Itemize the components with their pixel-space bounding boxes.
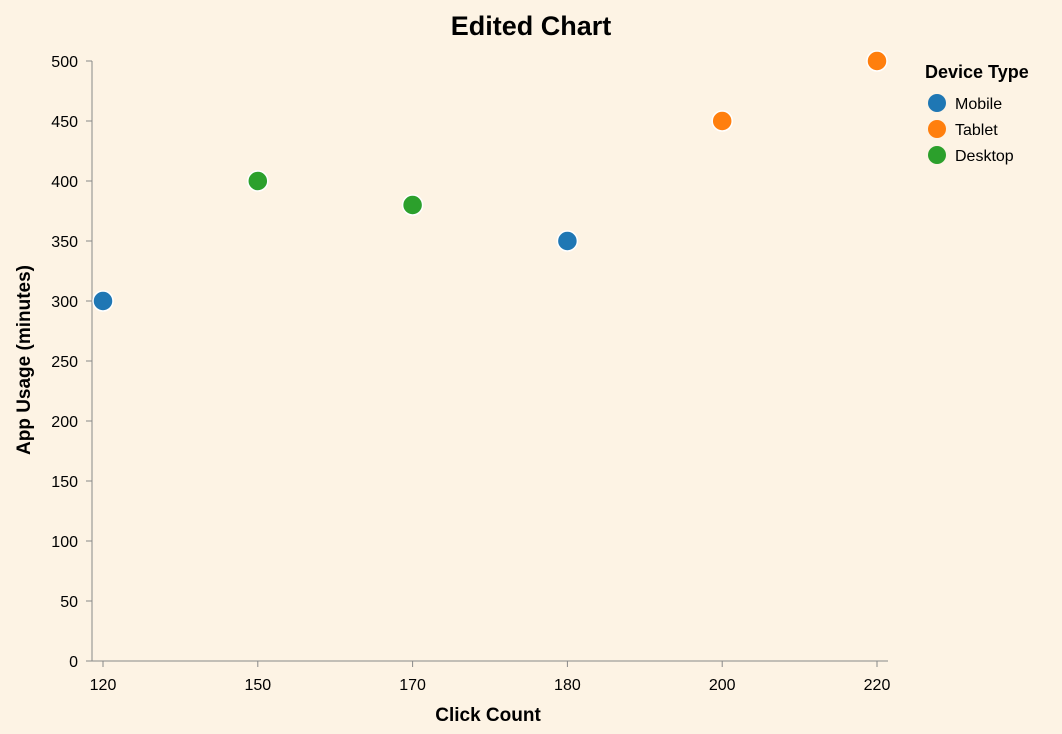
legend-label-mobile: Mobile <box>955 96 1002 113</box>
x-tick-label: 180 <box>554 677 581 694</box>
data-point-mobile[interactable] <box>92 290 114 312</box>
y-axis: 0 50 100 150 200 250 300 350 400 450 500 <box>51 54 93 671</box>
y-tick-label: 200 <box>51 414 78 431</box>
y-tick-label: 50 <box>60 594 78 611</box>
y-tick-label: 250 <box>51 354 78 371</box>
data-point-desktop[interactable] <box>401 194 424 216</box>
x-tick-label: 170 <box>399 677 426 694</box>
y-tick-label: 150 <box>51 474 78 491</box>
data-point-mobile[interactable] <box>556 230 579 252</box>
x-tick-label: 220 <box>864 677 891 694</box>
data-points <box>92 50 888 312</box>
y-tick-label: 100 <box>51 534 78 551</box>
data-point-tablet[interactable] <box>866 50 888 72</box>
y-tick-label: 450 <box>51 114 78 131</box>
legend-label-desktop: Desktop <box>955 148 1014 165</box>
y-tick-label: 350 <box>51 234 78 251</box>
x-axis-title: Click Count <box>435 705 541 726</box>
legend-label-tablet: Tablet <box>955 122 998 139</box>
x-tick-label: 150 <box>244 677 271 694</box>
data-point-tablet[interactable] <box>711 110 733 132</box>
x-tick-label: 120 <box>90 677 117 694</box>
legend-items: Mobile Tablet Desktop <box>928 94 1014 165</box>
legend: Device Type Mobile Tablet Desktop <box>925 62 1029 165</box>
legend-swatch-mobile <box>928 94 946 112</box>
legend-swatch-desktop <box>928 146 946 164</box>
y-axis-title: App Usage (minutes) <box>14 265 35 455</box>
data-point-desktop[interactable] <box>247 170 269 192</box>
x-tick-label: 200 <box>709 677 736 694</box>
y-tick-label: 0 <box>69 654 78 671</box>
y-tick-label: 300 <box>51 294 78 311</box>
legend-swatch-tablet <box>928 120 946 138</box>
y-tick-label: 400 <box>51 174 78 191</box>
y-tick-label: 500 <box>51 54 78 71</box>
x-axis: 120 150 170 180 200 220 <box>90 660 891 694</box>
chart-title: Edited Chart <box>451 11 612 41</box>
legend-title: Device Type <box>925 62 1029 82</box>
